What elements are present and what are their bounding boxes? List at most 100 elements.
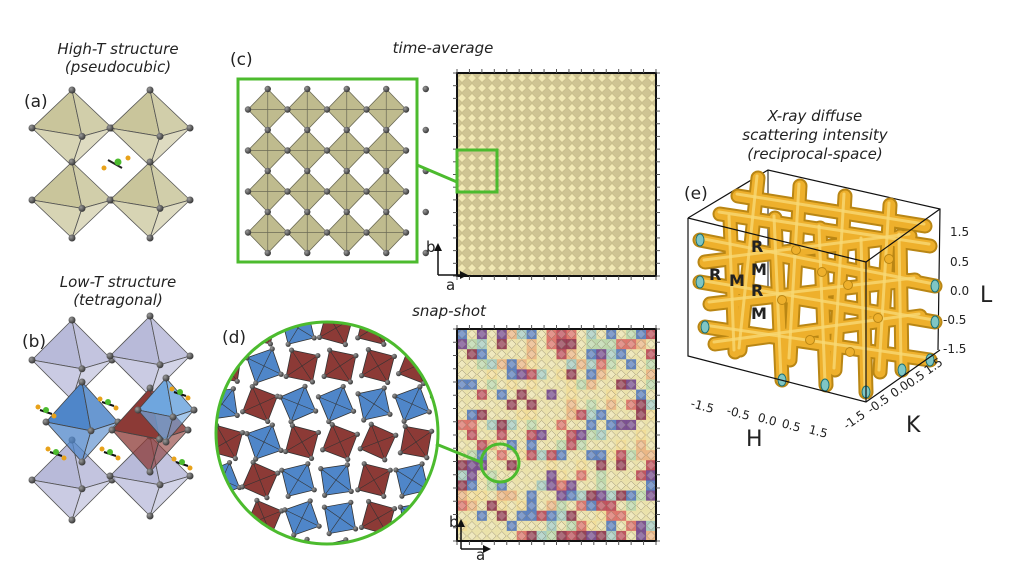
atom: [260, 305, 265, 310]
cubic-octahedra: [28, 86, 194, 242]
snapshot-tile: [596, 339, 607, 350]
snapshot-tile: [646, 339, 657, 350]
snapshot-tile: [486, 490, 498, 501]
snapshot-diamond: [566, 440, 577, 450]
atom: [230, 386, 236, 392]
atom: [356, 272, 361, 277]
snapshot-tile: [556, 450, 567, 461]
snapshot-diamond: [487, 500, 497, 511]
snapshot-diamond: [576, 511, 587, 521]
snapshot-tile: [626, 460, 637, 471]
snapshot-tile: [556, 399, 567, 411]
atom: [340, 272, 345, 277]
iso-blob: [845, 347, 855, 357]
snapshot-diamond: [556, 521, 567, 531]
atom: [387, 411, 393, 417]
atom: [228, 309, 233, 314]
snapshot-diamond: [467, 470, 477, 481]
snapshot-diamond: [517, 440, 527, 450]
snapshot-diamond: [646, 511, 656, 521]
snapshot-tile: [606, 520, 617, 532]
snapshot-diamond: [566, 369, 577, 380]
atom: [204, 390, 209, 395]
snapshot-tile: [636, 409, 647, 421]
iso-cap: [930, 315, 940, 329]
iso-blob: [873, 313, 883, 323]
atom: [362, 309, 367, 314]
snapshot-tile: [526, 470, 537, 481]
snapshot-tile: [516, 429, 527, 441]
octahedron-edge: [200, 283, 235, 298]
atom: [392, 561, 397, 566]
snapshot-tile: [636, 530, 647, 542]
atom: [192, 498, 197, 503]
atom: [418, 341, 424, 348]
snapshot-diamond: [606, 349, 616, 359]
atom: [28, 124, 36, 132]
iso-blob: [777, 295, 787, 305]
snapshot-diamond: [606, 480, 616, 491]
snapshot-diamond: [546, 379, 557, 390]
snapshot-diamond: [566, 521, 577, 531]
octahedron-edge: [174, 312, 195, 344]
snapshot-diamond: [507, 369, 517, 380]
atom: [383, 276, 388, 281]
atom: [394, 303, 399, 308]
snapshot-tile: [566, 349, 577, 360]
atom: [247, 537, 253, 543]
map-ticks-c: [453, 69, 660, 280]
atom: [316, 334, 323, 341]
snapshot-tile: [606, 460, 617, 471]
panel-e-title-line3: (reciprocal-space): [747, 145, 882, 163]
snapshot-tile: [546, 520, 557, 532]
snapshot-diamond: [497, 521, 507, 531]
snapshot-diamond: [646, 460, 656, 471]
snapshot-diamond: [546, 450, 557, 460]
snapshot-tile: [636, 429, 647, 441]
snapshot-diamond: [507, 410, 517, 420]
snapshot-tile: [546, 530, 557, 542]
snapshot-tile: [486, 520, 498, 532]
snapshot-diamond: [457, 379, 467, 390]
snapshot-diamond: [636, 460, 646, 471]
snapshot-diamond: [517, 500, 527, 511]
axis-b-arrowhead-c: [434, 243, 442, 251]
snapshot-tile: [616, 329, 627, 340]
atom: [68, 316, 76, 324]
snapshot-diamond: [556, 500, 567, 511]
snapshot-diamond: [536, 490, 547, 501]
snapshot-diamond: [596, 500, 606, 511]
octahedron-edge: [367, 538, 381, 543]
snapshot-tile: [606, 490, 617, 501]
atom: [329, 422, 335, 428]
snapshot-tile: [476, 389, 488, 400]
atom: [269, 346, 275, 352]
snapshot-tile: [516, 460, 527, 471]
snapshot-diamond: [507, 450, 517, 460]
snapshot-diamond: [616, 369, 626, 380]
snapshot-tile: [586, 460, 597, 471]
snapshot-diamond: [477, 440, 487, 450]
snapshot-tile: [576, 349, 587, 360]
snapshot-tile: [466, 409, 478, 421]
tilted-octahedron: [200, 272, 235, 307]
atom: [199, 470, 204, 475]
snapshot-tile: [616, 480, 627, 491]
snapshot-diamond: [626, 389, 636, 400]
iso-rod-highlight: [712, 312, 921, 344]
snapshot-diamond: [507, 389, 517, 400]
atom: [275, 470, 281, 476]
snapshot-diamond: [586, 430, 596, 440]
atom: [285, 341, 291, 347]
snapshot-diamond: [626, 500, 636, 511]
snapshot-tile: [516, 419, 527, 431]
snapshot-diamond: [497, 329, 507, 339]
atom: [264, 249, 271, 257]
atom: [244, 147, 252, 154]
snapshot-tile: [576, 369, 587, 380]
snapshot-diamond: [626, 460, 636, 471]
snapshot-diamond: [636, 470, 646, 481]
snapshot-diamond: [517, 521, 527, 531]
atom: [284, 188, 291, 195]
atom: [431, 564, 436, 569]
